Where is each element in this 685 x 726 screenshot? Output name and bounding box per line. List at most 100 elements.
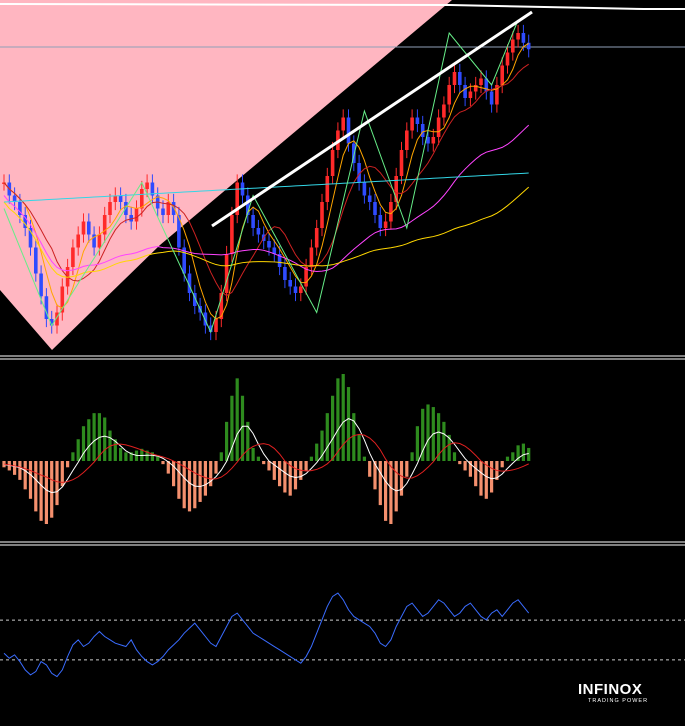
histogram-bar <box>304 461 308 471</box>
signal-line <box>3 433 529 483</box>
candle-body <box>150 182 155 196</box>
histogram-bar <box>521 443 525 461</box>
histogram-bar <box>240 395 245 461</box>
candle-body <box>23 215 27 228</box>
histogram-bar <box>103 417 107 461</box>
candle-body <box>129 215 133 222</box>
histogram-bar <box>119 447 123 461</box>
histogram-bar <box>394 461 398 512</box>
histogram-bar <box>235 378 239 461</box>
candle-body <box>511 39 515 53</box>
histogram-bar <box>468 461 472 477</box>
histogram-bar <box>336 378 340 461</box>
histogram-bar <box>150 452 154 461</box>
candle-body <box>71 247 75 267</box>
candle-body <box>484 78 489 92</box>
candle-body <box>447 85 451 105</box>
histogram-bar <box>288 461 292 496</box>
candle-body <box>97 234 102 248</box>
histogram-bar <box>23 461 27 490</box>
candle-body <box>251 215 255 228</box>
candle-body <box>177 215 181 248</box>
candle-body <box>495 85 499 105</box>
histogram-bar <box>399 461 404 496</box>
candle-body <box>526 42 531 50</box>
histogram-bar <box>177 461 181 499</box>
histogram-bar <box>187 461 192 512</box>
histogram-bar <box>28 461 33 499</box>
candle-body <box>118 195 123 202</box>
candle-body <box>39 273 43 297</box>
candle-body <box>373 202 377 215</box>
candle-body <box>145 182 149 189</box>
candle-body <box>187 273 192 293</box>
histogram-bar <box>405 461 409 477</box>
candle-body <box>352 143 356 163</box>
histogram-bar <box>129 452 133 461</box>
histogram-bar <box>378 461 382 506</box>
candle-body <box>389 202 393 222</box>
candle-body <box>28 228 33 248</box>
histogram-bar <box>527 447 531 461</box>
candle-body <box>267 241 271 248</box>
candle-body <box>140 189 144 209</box>
candle-body <box>410 117 414 131</box>
histogram-bar <box>156 456 160 461</box>
histogram-bar <box>39 461 43 521</box>
histogram-bar <box>415 426 419 461</box>
histogram-bar <box>66 461 70 468</box>
candle-body <box>12 195 17 202</box>
histogram-bar <box>373 461 377 490</box>
histogram-bar <box>166 461 170 474</box>
candle-body <box>320 202 324 228</box>
candle-body <box>420 124 425 137</box>
candle-body <box>102 215 107 235</box>
candle-body <box>399 150 404 176</box>
histogram-bar <box>262 461 266 465</box>
histogram-bar <box>172 461 176 487</box>
candle-body <box>87 221 91 235</box>
candle-body <box>108 202 112 215</box>
histogram-bar <box>18 461 22 480</box>
histogram-bar <box>92 413 96 461</box>
candle-body <box>134 208 139 222</box>
candle-body <box>431 137 436 144</box>
histogram-bar <box>34 461 38 512</box>
histogram-bar <box>320 430 324 461</box>
rsi-line <box>3 592 530 678</box>
candle-body <box>60 286 65 313</box>
candle-body <box>193 293 197 306</box>
candle-body <box>489 91 494 105</box>
candle-body <box>55 312 59 326</box>
candle-body <box>92 234 96 248</box>
histogram-bar <box>283 461 287 493</box>
candle-body <box>383 221 388 228</box>
histogram-bar <box>219 452 223 461</box>
histogram-bar <box>76 439 80 461</box>
histogram-bar <box>44 461 48 524</box>
candle-body <box>230 215 234 254</box>
candle-body <box>394 176 398 202</box>
histogram-bar <box>511 452 515 461</box>
candle-body <box>113 195 118 202</box>
candle-body <box>166 202 171 215</box>
candle-body <box>256 228 261 235</box>
histogram-bar <box>341 374 345 461</box>
histogram-bar <box>161 461 165 465</box>
candle-body <box>468 91 473 98</box>
candle-body <box>246 195 250 215</box>
candle-body <box>235 182 239 215</box>
candle-body <box>76 234 80 248</box>
candle-body <box>81 221 86 235</box>
histogram-bar <box>214 461 218 474</box>
price-panel <box>0 0 685 350</box>
histogram-bar <box>182 461 186 509</box>
histogram-bar <box>272 461 276 480</box>
histogram-bar <box>357 434 361 461</box>
histogram-bar <box>389 461 393 524</box>
histogram-bar <box>452 452 457 461</box>
histogram-bar <box>225 421 229 461</box>
histogram-bar <box>293 461 298 490</box>
histogram-bar <box>60 461 64 487</box>
candle-body <box>182 247 186 274</box>
